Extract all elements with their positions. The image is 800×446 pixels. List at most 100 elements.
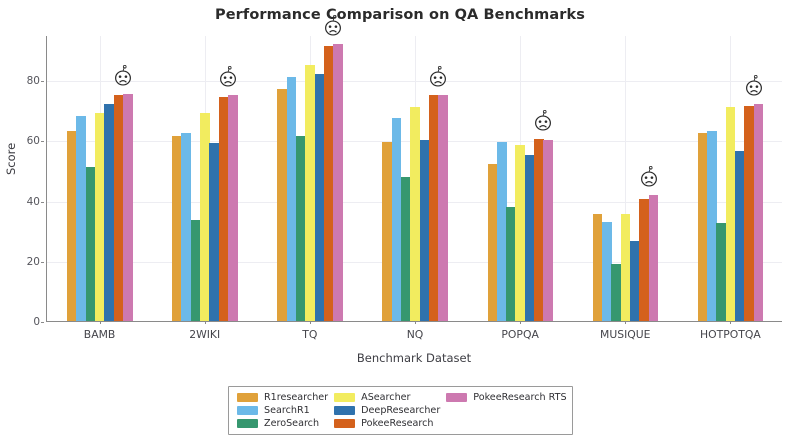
x-axis-label: Benchmark Dataset — [356, 351, 472, 365]
bar-nq-zerosearch[interactable] — [401, 176, 411, 321]
bar-tq-pokeeresearch-rts[interactable] — [333, 44, 343, 321]
y-axis-label: Score — [4, 142, 18, 175]
legend-item-r1researcher[interactable]: R1researcher — [237, 392, 328, 403]
bar-tq-zerosearch[interactable] — [295, 135, 306, 321]
y-axis-tick-80: 80 — [26, 75, 45, 88]
chart-title: Performance Comparison on QA Benchmarks — [215, 7, 585, 23]
legend-item-pokeeresearch-rts[interactable]: PokeeResearch RTS — [446, 392, 567, 403]
bar-tq-asearcher[interactable] — [305, 65, 315, 321]
mascot-face-icon — [636, 165, 662, 192]
mascot-face-icon — [425, 66, 451, 92]
bar-2wiki-zerosearch[interactable] — [190, 220, 201, 321]
bar-tq-pokeeresearch[interactable] — [323, 45, 334, 321]
bar-musique-r1researcher[interactable] — [592, 214, 603, 321]
bar-hotpotqa-zerosearch[interactable] — [716, 223, 727, 321]
bar-popqa-zerosearch[interactable] — [506, 206, 516, 321]
bar-bamb-deepresearcher[interactable] — [104, 104, 114, 321]
bar-2wiki-searchr1[interactable] — [181, 132, 192, 321]
bar-nq-searchr1[interactable] — [391, 117, 402, 321]
bar-nq-r1researcher[interactable] — [382, 141, 393, 321]
y-axis-tick-40: 40 — [26, 195, 45, 208]
mascot-face-icon — [110, 64, 136, 91]
legend-label: DeepResearcher — [361, 405, 441, 416]
bar-musique-deepresearcher[interactable] — [629, 241, 640, 321]
mascot-face-icon — [320, 14, 346, 41]
x-axis-tick-mark — [309, 321, 311, 324]
bar-popqa-pokeeresearch-rts[interactable] — [543, 140, 554, 321]
bar-2wiki-pokeeresearch-rts[interactable] — [227, 95, 238, 321]
bar-musique-asearcher[interactable] — [620, 214, 631, 321]
legend-item-asearcher[interactable]: ASearcher — [334, 392, 440, 403]
x-axis-tick-mark — [625, 321, 627, 324]
bar-2wiki-r1researcher[interactable] — [172, 135, 182, 321]
bar-group-popqa: POPQA — [468, 36, 573, 341]
legend-swatch-icon — [446, 393, 468, 402]
bar-popqa-asearcher[interactable] — [515, 144, 526, 321]
bar-2wiki-asearcher[interactable] — [200, 113, 210, 321]
x-axis-tick-mark — [204, 321, 206, 324]
x-axis-tick-popqa: POPQA — [501, 328, 539, 341]
x-axis-tick-mark — [414, 321, 416, 324]
bar-popqa-deepresearcher[interactable] — [524, 155, 535, 321]
group-separator — [625, 36, 627, 321]
bar-nq-pokeeresearch-rts[interactable] — [438, 95, 448, 321]
bar-tq-deepresearcher[interactable] — [314, 74, 325, 321]
bar-group-hotpotqa: HOTPOTQA — [678, 36, 783, 341]
legend-label: SearchR1 — [264, 405, 310, 416]
bar-bamb-searchr1[interactable] — [76, 116, 86, 321]
x-axis-tick-mark — [520, 321, 522, 324]
mascot-face-icon — [530, 109, 556, 136]
bar-hotpotqa-r1researcher[interactable] — [697, 132, 708, 321]
legend-item-deepresearcher[interactable]: DeepResearcher — [334, 405, 440, 416]
x-axis-tick-mark — [730, 321, 732, 324]
bar-nq-asearcher[interactable] — [410, 107, 421, 321]
legend-swatch-icon — [334, 393, 356, 402]
bar-popqa-searchr1[interactable] — [496, 141, 507, 321]
legend-label: PokeeResearch — [361, 418, 434, 429]
y-axis-tick-0: 0 — [33, 316, 44, 328]
mascot-face-icon — [741, 75, 767, 101]
legend-label: ASearcher — [361, 392, 411, 403]
bar-hotpotqa-asearcher[interactable] — [725, 107, 736, 321]
legend-swatch-icon — [237, 419, 258, 428]
legend-item-searchr1[interactable]: SearchR1 — [237, 405, 328, 416]
bar-nq-deepresearcher[interactable] — [419, 140, 430, 321]
bar-group-tq: TQ — [257, 14, 362, 341]
bar-bamb-pokeeresearch[interactable] — [113, 95, 124, 321]
plot-area: 0 20 40 60 80 BAMB 2WIKI TQ NQ POPQA MUSIQUE … — [27, 14, 783, 341]
bar-bamb-pokeeresearch-rts[interactable] — [122, 93, 133, 321]
bar-popqa-r1researcher[interactable] — [487, 164, 498, 321]
bar-musique-pokeeresearch-rts[interactable] — [648, 194, 659, 321]
bar-hotpotqa-searchr1[interactable] — [707, 131, 717, 321]
bar-group-nq: NQ — [362, 36, 467, 341]
mascot-face-icon — [215, 66, 241, 92]
y-axis-tick-60: 60 — [26, 135, 45, 148]
legend-item-zerosearch[interactable]: ZeroSearch — [237, 418, 328, 429]
bar-musique-searchr1[interactable] — [601, 221, 612, 321]
x-axis-tick-2wiki: 2WIKI — [189, 328, 221, 341]
bar-group-2wiki: 2WIKI — [152, 36, 257, 341]
x-axis-tick-bamb: BAMB — [83, 328, 116, 341]
bar-musique-zerosearch[interactable] — [611, 263, 621, 321]
bar-2wiki-deepresearcher[interactable] — [209, 143, 220, 321]
bar-bamb-r1researcher[interactable] — [66, 131, 77, 321]
legend-item-pokeeresearch[interactable]: PokeeResearch — [334, 418, 440, 429]
bar-nq-pokeeresearch[interactable] — [428, 95, 439, 321]
bar-hotpotqa-deepresearcher[interactable] — [735, 150, 745, 321]
chart-legend: R1researcher SearchR1 ZeroSearch ASearcher D… — [228, 386, 573, 435]
bar-bamb-zerosearch[interactable] — [85, 167, 96, 321]
x-axis-tick-tq: TQ — [302, 328, 318, 341]
legend-swatch-icon — [237, 393, 258, 402]
x-axis-tick-hotpotqa: HOTPOTQA — [700, 328, 761, 341]
bar-hotpotqa-pokeeresearch-rts[interactable] — [753, 104, 764, 321]
bar-tq-searchr1[interactable] — [286, 77, 297, 321]
legend-label: ZeroSearch — [264, 418, 320, 429]
x-axis-tick-musique: MUSIQUE — [600, 328, 651, 341]
bar-tq-r1researcher[interactable] — [277, 89, 287, 321]
bar-bamb-asearcher[interactable] — [94, 113, 105, 321]
bar-popqa-pokeeresearch[interactable] — [534, 138, 544, 321]
bar-2wiki-pokeeresearch[interactable] — [218, 96, 229, 321]
bar-musique-pokeeresearch[interactable] — [639, 199, 649, 321]
bar-hotpotqa-pokeeresearch[interactable] — [744, 105, 755, 321]
bar-group-musique: MUSIQUE — [573, 36, 678, 341]
